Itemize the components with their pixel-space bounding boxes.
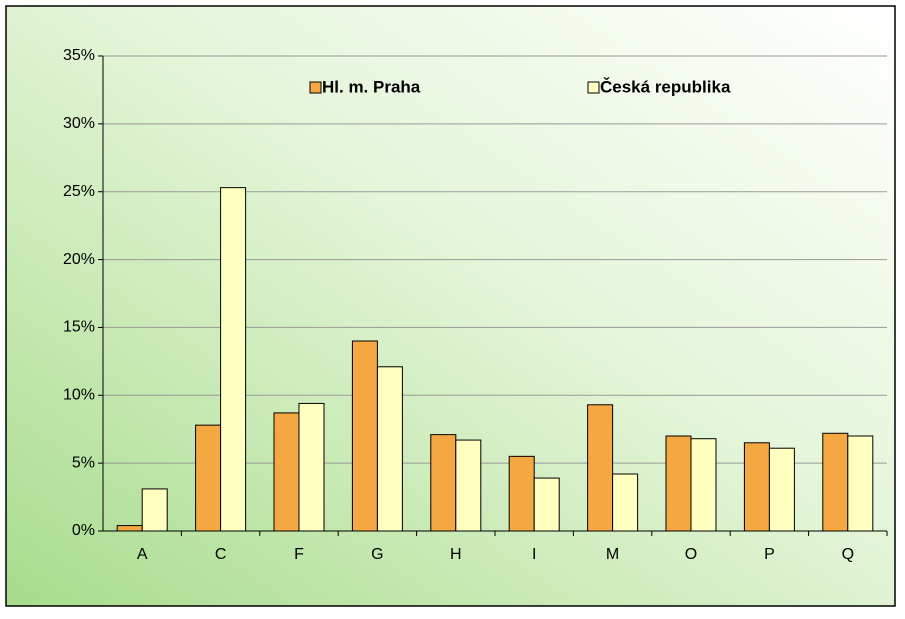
x-tick-label: F: [294, 546, 304, 563]
bar: [508, 455, 535, 532]
x-tick-label: M: [606, 546, 619, 563]
legend-swatch: [587, 81, 600, 94]
bar: [273, 412, 300, 532]
y-tick-label: 35%: [63, 47, 95, 64]
legend-label: Česká republika: [600, 77, 731, 96]
bar: [533, 477, 560, 532]
bar: [665, 435, 692, 532]
bar: [430, 434, 457, 532]
bar: [195, 424, 222, 532]
bar: [116, 525, 143, 532]
bar: [455, 439, 482, 532]
legend-swatch: [309, 81, 322, 94]
bar: [768, 447, 795, 532]
x-tick-label: C: [215, 546, 227, 563]
x-tick-label: P: [764, 546, 775, 563]
bar: [351, 340, 378, 532]
y-tick-label: 20%: [63, 251, 95, 268]
x-tick-label: H: [450, 546, 462, 563]
bar: [690, 438, 717, 532]
bar: [298, 402, 325, 532]
x-tick-label: O: [685, 546, 697, 563]
bar: [587, 404, 614, 532]
y-tick-label: 10%: [63, 387, 95, 404]
bar: [612, 473, 639, 532]
legend-label: Hl. m. Praha: [322, 77, 421, 96]
bar: [847, 435, 874, 532]
y-tick-label: 5%: [72, 454, 95, 471]
bar: [822, 432, 849, 532]
x-tick-label: Q: [842, 546, 854, 563]
bar: [141, 488, 168, 532]
x-tick-label: A: [137, 546, 148, 563]
y-tick-label: 0%: [72, 522, 95, 539]
bar: [376, 366, 403, 532]
bar: [220, 187, 247, 532]
y-tick-label: 15%: [63, 319, 95, 336]
y-tick-label: 30%: [63, 115, 95, 132]
bar: [743, 442, 770, 532]
y-tick-label: 25%: [63, 183, 95, 200]
x-tick-label: I: [532, 546, 536, 563]
x-tick-label: G: [371, 546, 383, 563]
